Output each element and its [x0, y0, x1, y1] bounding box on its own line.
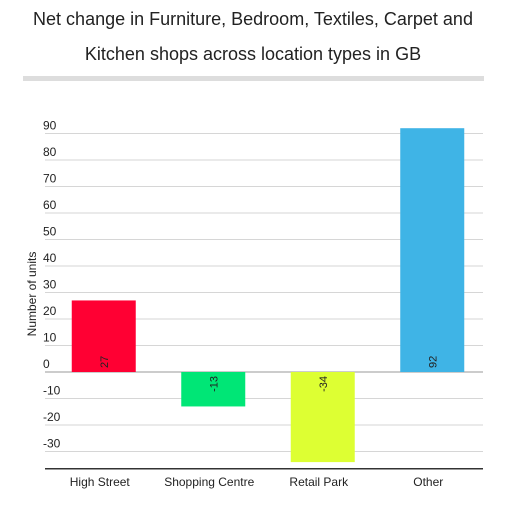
y-tick-label: 80	[43, 145, 57, 159]
chart-title-line-2: Kitchen shops across location types in G…	[84, 44, 422, 64]
y-tick-label: -20	[43, 410, 61, 424]
y-tick-label: 90	[43, 119, 57, 133]
y-tick-label: 50	[43, 225, 57, 239]
y-tick-label: 30	[43, 278, 57, 292]
y-tick-label: 60	[43, 198, 57, 212]
y-axis-title: Number of units	[25, 252, 39, 337]
data-label: -13	[208, 376, 220, 392]
data-label: 27	[99, 356, 111, 368]
y-tick-label: -10	[43, 384, 61, 398]
bar	[400, 128, 465, 372]
y-tick-label: 0	[43, 357, 50, 371]
y-tick-label: -30	[43, 437, 61, 451]
data-label: -34	[318, 376, 330, 392]
x-category-label: High Street	[70, 475, 131, 489]
x-category-label: Retail Park	[289, 475, 349, 489]
bar	[71, 300, 136, 372]
chart-title-line-1: Net change in Furniture, Bedroom, Textil…	[33, 9, 473, 29]
bar	[290, 372, 355, 463]
y-tick-label: 40	[43, 251, 57, 265]
y-tick-label: 10	[43, 331, 57, 345]
title-divider	[23, 76, 484, 81]
y-tick-label: 70	[43, 172, 57, 186]
x-category-label: Shopping Centre	[164, 475, 254, 489]
x-category-label: Other	[413, 475, 443, 489]
y-tick-label: 20	[43, 304, 57, 318]
data-label: 92	[427, 356, 439, 368]
bar	[181, 372, 246, 407]
